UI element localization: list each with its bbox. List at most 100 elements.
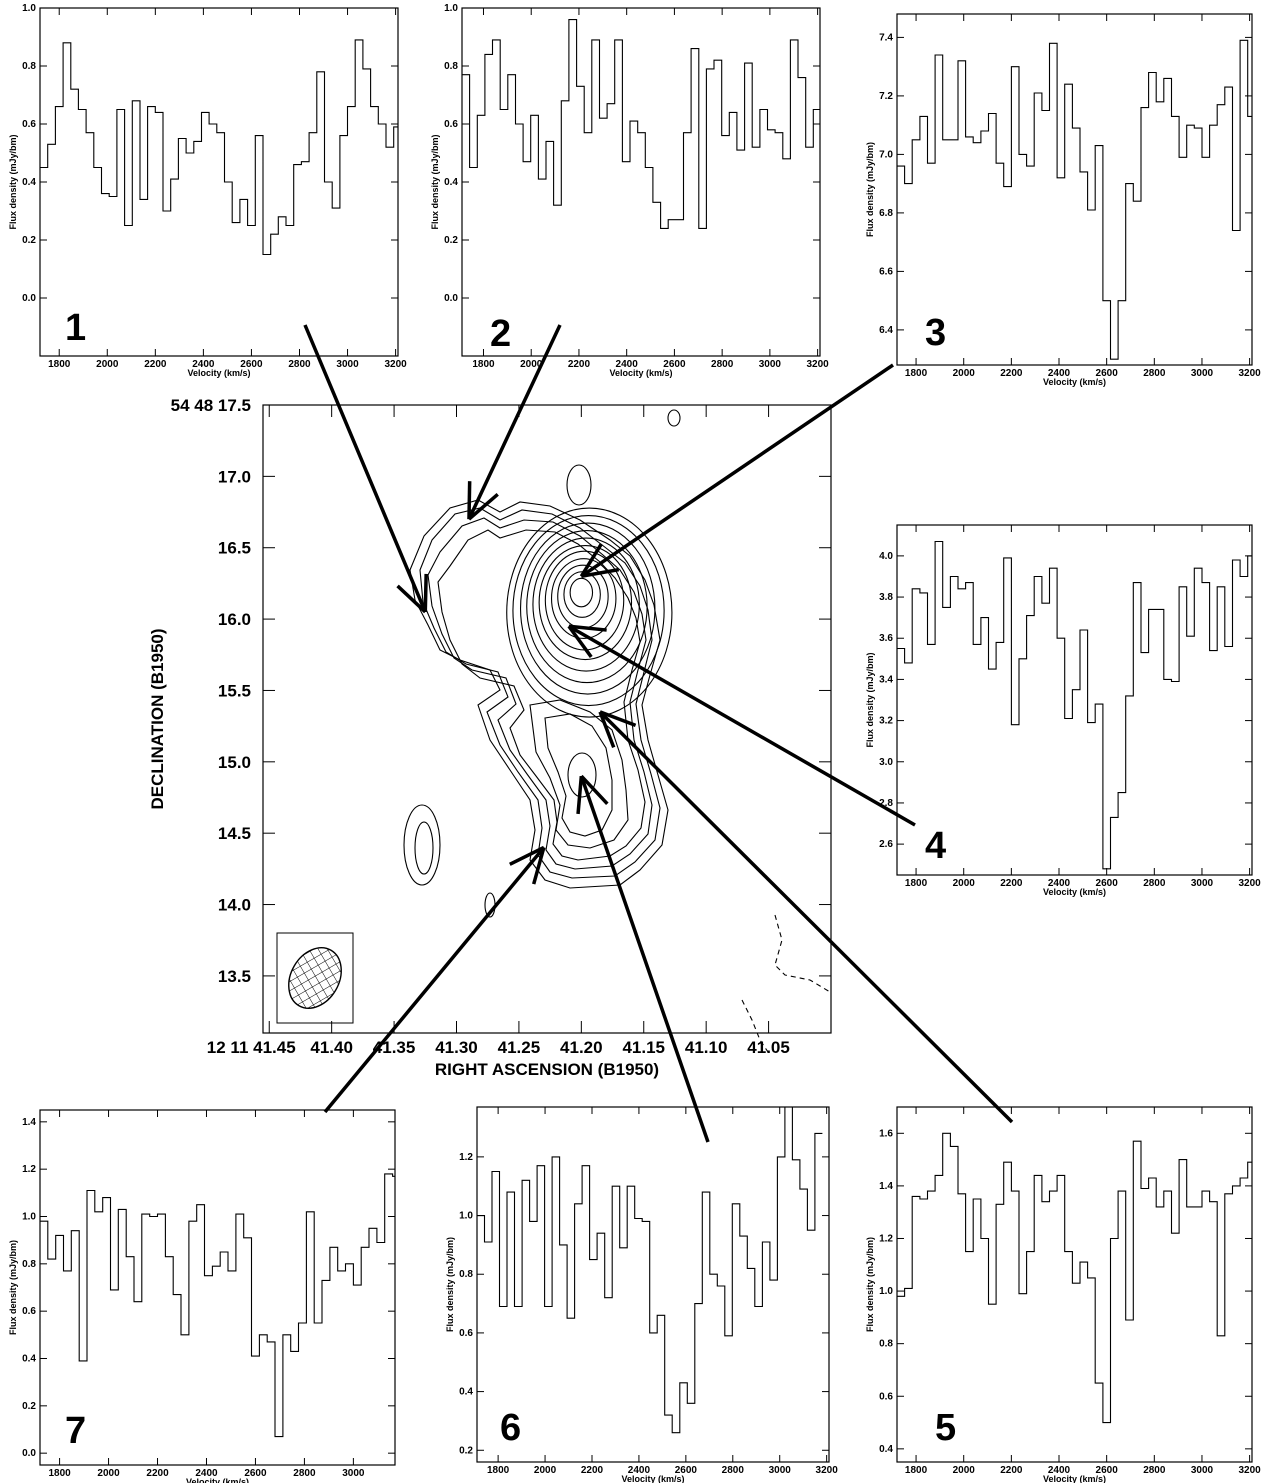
spectrum-panel-1: 1800 2000 2200 2400 2600 2800 3000 3200 0.0 0.2 0.… [8, 3, 407, 378]
map-y-tick-label: 16.0 [218, 610, 251, 629]
x-tick-label: 2600 [663, 359, 686, 370]
contour-ring [538, 544, 633, 661]
y-tick-label: 1.0 [459, 1211, 473, 1222]
negative-contour [774, 914, 831, 993]
negative-contour [741, 999, 771, 1056]
y-tick-label: 0.8 [22, 61, 36, 72]
map-y-tick-label: 13.5 [218, 967, 251, 986]
x-tick-label: 2800 [1143, 368, 1166, 379]
y-tick-label: 3.2 [879, 716, 893, 727]
y-tick-label: 1.0 [879, 1286, 893, 1297]
contour-ring [526, 529, 648, 684]
x-tick-label: 2600 [1096, 878, 1119, 889]
y-axis-title: Flux density (mJy/bm) [8, 1240, 18, 1335]
x-tick-label: 2200 [1000, 878, 1023, 889]
panel-number: 1 [65, 307, 86, 349]
arrows [303, 324, 1014, 1143]
x-tick-label: 2600 [240, 359, 263, 370]
y-axis-title: Flux density (mJy/bm) [8, 134, 18, 229]
x-tick-label: 3200 [806, 359, 829, 370]
x-tick-label: 1800 [905, 368, 928, 379]
x-axis-title: Velocity (km/s) [187, 368, 250, 378]
y-tick-label: 6.8 [879, 208, 893, 219]
spectrum-frame [896, 524, 1253, 876]
map-x-tick-label: 41.15 [622, 1038, 665, 1057]
x-tick-label: 3200 [1238, 878, 1261, 889]
y-tick-label: 1.6 [879, 1128, 893, 1139]
contour-blob [567, 752, 597, 798]
panel-number: 4 [925, 825, 946, 867]
contour-level-4 [437, 529, 646, 861]
y-tick-label: 3.4 [879, 674, 893, 685]
panel-number: 6 [500, 1407, 521, 1449]
y-tick-label: 0.4 [22, 1354, 36, 1365]
x-tick-label: 2000 [953, 368, 976, 379]
x-tick-label: 1800 [487, 1465, 510, 1476]
map-y-axis-title: DECLINATION (B1950) [148, 628, 167, 809]
x-tick-label: 2400 [616, 359, 639, 370]
contour-blob [667, 409, 681, 427]
map-x-tick-label: 41.40 [310, 1038, 353, 1057]
map-y-tick-label: 15.0 [218, 753, 251, 772]
arrow-to-panel-1 [303, 324, 428, 614]
x-tick-label: 3000 [769, 1465, 792, 1476]
x-tick-label: 3000 [1191, 368, 1214, 379]
y-axis-title: Flux density (mJy/bm) [445, 1237, 455, 1332]
x-tick-label: 2600 [244, 1468, 267, 1479]
y-tick-label: 0.6 [459, 1328, 473, 1339]
y-tick-label: 6.6 [879, 266, 893, 277]
contour-ring [512, 514, 665, 707]
spectrum-line [40, 1173, 395, 1438]
arrow-to-panel-5 [598, 710, 1014, 1124]
x-axis-title: Velocity (km/s) [1043, 377, 1106, 387]
x-axis-title: Velocity (km/s) [186, 1477, 249, 1483]
y-tick-label: 1.0 [22, 1212, 36, 1223]
map-y-tick-label: 54 48 17.5 [171, 396, 251, 415]
y-tick-label: 0.4 [22, 177, 36, 188]
y-tick-label: 1.0 [444, 3, 458, 14]
spectrum-panel-4: 1800 2000 2200 2400 2600 2800 3000 3200 2.6 2.8 3.… [865, 524, 1261, 897]
x-tick-label: 3200 [1238, 1465, 1261, 1476]
spectra-panels: 1800 2000 2200 2400 2600 2800 3000 3200 0.0 0.2 0.… [8, 3, 1261, 1483]
y-tick-label: 0.2 [22, 235, 36, 246]
x-tick-label: 2800 [1143, 878, 1166, 889]
spectrum-frame [476, 1106, 830, 1463]
contour-level-5 [529, 699, 629, 849]
y-axis-title: Flux density (mJy/bm) [865, 652, 875, 747]
y-tick-label: 1.0 [22, 3, 36, 14]
y-tick-label: 0.2 [22, 1401, 36, 1412]
y-tick-label: 0.4 [459, 1387, 473, 1398]
y-tick-label: 0.8 [22, 1259, 36, 1270]
x-tick-label: 2200 [581, 1465, 604, 1476]
spectrum-frame [896, 13, 1253, 366]
panel-number: 5 [935, 1407, 956, 1449]
x-tick-label: 1800 [48, 1468, 71, 1479]
spectrum-line [897, 39, 1252, 360]
panel-number: 7 [65, 1410, 86, 1452]
map-x-tick-label: 41.20 [560, 1038, 603, 1057]
spectrum-line [40, 39, 398, 256]
map-x-tick-label: 12 11 41.45 [207, 1038, 296, 1057]
x-tick-label: 1800 [472, 359, 495, 370]
contour-ring [506, 507, 673, 718]
spectrum-panel-2: 1800 2000 2200 2400 2600 2800 3000 3200 0.0 0.2 0.… [430, 3, 829, 378]
spectrum-panel-6: 1800 2000 2200 2400 2600 2800 3000 3200 0.2 0.4 0.… [445, 1106, 838, 1483]
y-tick-label: 0.0 [22, 1448, 36, 1459]
map-frame [262, 404, 832, 1034]
spectrum-panel-3: 1800 2000 2200 2400 2600 2800 3000 3200 6.4 6.6 6.… [865, 13, 1261, 387]
spectrum-frame [39, 7, 399, 357]
y-tick-label: 4.0 [879, 551, 893, 562]
y-tick-label: 3.8 [879, 592, 893, 603]
x-axis-title: Velocity (km/s) [1043, 1474, 1106, 1483]
arrow-to-panel-7 [323, 845, 546, 1114]
x-tick-label: 2400 [192, 359, 215, 370]
x-axis-title: Velocity (km/s) [1043, 887, 1106, 897]
y-tick-label: 6.4 [879, 325, 893, 336]
map-y-tick-label: 17.0 [218, 467, 251, 486]
spectrum-frame [461, 7, 821, 357]
panel-number: 2 [490, 313, 511, 355]
map-y-tick-label: 14.5 [218, 824, 251, 843]
x-tick-label: 2000 [953, 878, 976, 889]
y-tick-label: 1.4 [879, 1181, 893, 1192]
contour-level-2 [419, 507, 661, 879]
